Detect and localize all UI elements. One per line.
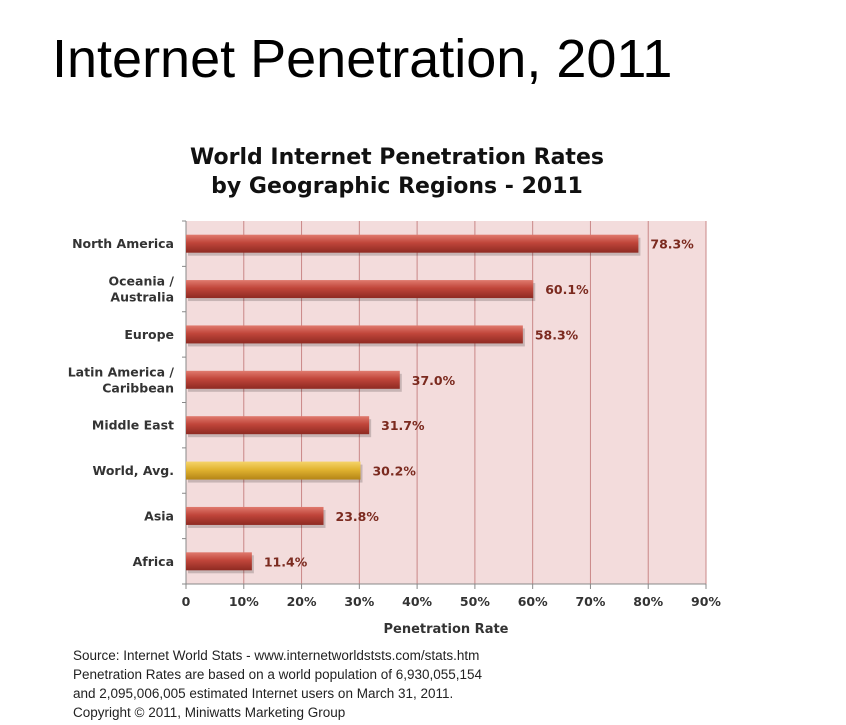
source-line: Penetration Rates are based on a world p… xyxy=(73,667,483,682)
bar xyxy=(186,325,523,344)
bar xyxy=(186,234,639,253)
x-tick-label: 20% xyxy=(287,594,317,609)
category-label: Europe xyxy=(124,327,174,342)
bar xyxy=(186,552,252,571)
bar xyxy=(186,416,370,435)
x-tick-label: 70% xyxy=(575,594,605,609)
slide-title: Internet Penetration, 2011 xyxy=(52,29,673,89)
category-label: Africa xyxy=(133,554,174,569)
bar xyxy=(186,370,400,389)
bar xyxy=(186,506,324,525)
value-label: 37.0% xyxy=(412,373,456,388)
chart-title-line: World Internet Penetration Rates xyxy=(190,145,604,170)
category-label: Oceania / Australia xyxy=(109,274,175,305)
value-label: 58.3% xyxy=(535,327,579,342)
source-line: and 2,095,006,005 estimated Internet use… xyxy=(73,686,454,701)
value-label: 11.4% xyxy=(264,554,308,569)
category-label: World, Avg. xyxy=(92,463,174,478)
chart-title-line: by Geographic Regions - 2011 xyxy=(211,174,583,199)
category-label: Latin America / Caribbean xyxy=(68,364,175,395)
source-line: Source: Internet World Stats - www.inter… xyxy=(73,648,480,663)
value-label: 60.1% xyxy=(545,282,589,297)
x-tick-label: 80% xyxy=(633,594,663,609)
x-tick-label: 10% xyxy=(229,594,259,609)
category-label: Asia xyxy=(144,508,174,523)
value-label: 30.2% xyxy=(372,464,416,479)
value-label: 31.7% xyxy=(381,418,425,433)
category-label: North America xyxy=(72,236,174,251)
x-axis-label: Penetration Rate xyxy=(383,622,508,637)
value-label: 78.3% xyxy=(650,237,694,252)
x-tick-label: 0 xyxy=(182,594,191,609)
source-note: Source: Internet World Stats - www.inter… xyxy=(73,646,482,722)
x-tick-label: 60% xyxy=(518,594,548,609)
category-label: Middle East xyxy=(92,418,174,433)
x-tick-label: 30% xyxy=(344,594,374,609)
plot-area xyxy=(186,221,706,584)
bar xyxy=(186,280,534,299)
value-label: 23.8% xyxy=(336,509,380,524)
x-tick-label: 50% xyxy=(460,594,490,609)
copyright-line: Copyright © 2011, Miniwatts Marketing Gr… xyxy=(73,705,346,720)
x-tick-label: 40% xyxy=(402,594,432,609)
x-tick-label: 90% xyxy=(691,594,721,609)
bar-world-avg xyxy=(186,461,361,480)
